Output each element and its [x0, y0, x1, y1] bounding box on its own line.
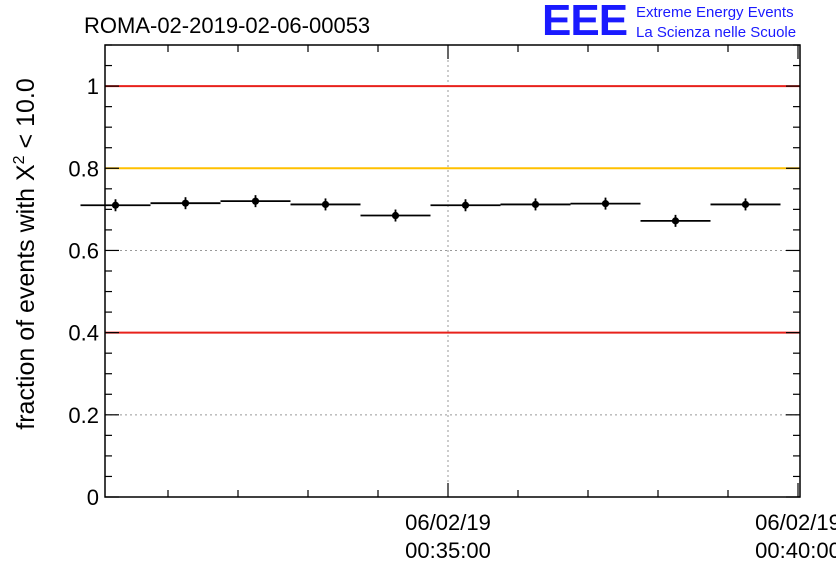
y-tick-label: 0.2	[68, 403, 99, 428]
x-tick-label-date: 06/02/19	[405, 510, 491, 535]
y-tick-label: 0.6	[68, 238, 99, 263]
data-point	[531, 200, 540, 209]
x-tick-label-time: 00:40:00	[755, 538, 836, 563]
data-point	[111, 201, 120, 209]
y-axis-label: fraction of events with X2 < 10.0	[11, 78, 40, 429]
data-point	[671, 217, 680, 225]
x-tick-label-date: 06/02/19	[755, 510, 836, 535]
data-point	[391, 211, 400, 220]
y-axis-label-superscript: 2	[11, 155, 28, 164]
data-point	[601, 200, 610, 208]
eee-logo: EEE Extreme Energy Events La Scienza nel…	[542, 0, 832, 46]
plot-frame	[104, 44, 801, 498]
chart-title: ROMA-02-2019-02-06-00053	[84, 13, 370, 38]
eee-logo-line2: La Scienza nelle Scuole	[636, 24, 797, 41]
data-point	[181, 199, 190, 207]
data-point	[741, 200, 750, 209]
data-point	[251, 197, 260, 205]
data-point	[321, 200, 330, 209]
y-tick-label: 0.8	[68, 156, 99, 181]
y-tick-label: 0	[87, 485, 99, 510]
eee-logo-line1: Extreme Energy Events	[636, 4, 794, 21]
data-point	[461, 201, 470, 209]
y-axis-label-main: fraction of events with X	[12, 164, 40, 430]
reference-lines	[105, 85, 800, 334]
y-tick-label: 1	[87, 74, 99, 99]
axis-ticks	[105, 44, 800, 498]
eee-logo-letters: EEE	[542, 0, 628, 45]
grid-lines	[105, 45, 800, 497]
data-points	[80, 195, 781, 227]
tick-labels: 0 0.2 0.4 0.6 0.8 1 06/02/19 00:35:00 06/02/19 00…	[68, 74, 836, 563]
y-tick-label: 0.4	[68, 321, 99, 346]
y-axis-label-tail: < 10.0	[12, 78, 40, 155]
x-tick-label-time: 00:35:00	[405, 538, 491, 563]
